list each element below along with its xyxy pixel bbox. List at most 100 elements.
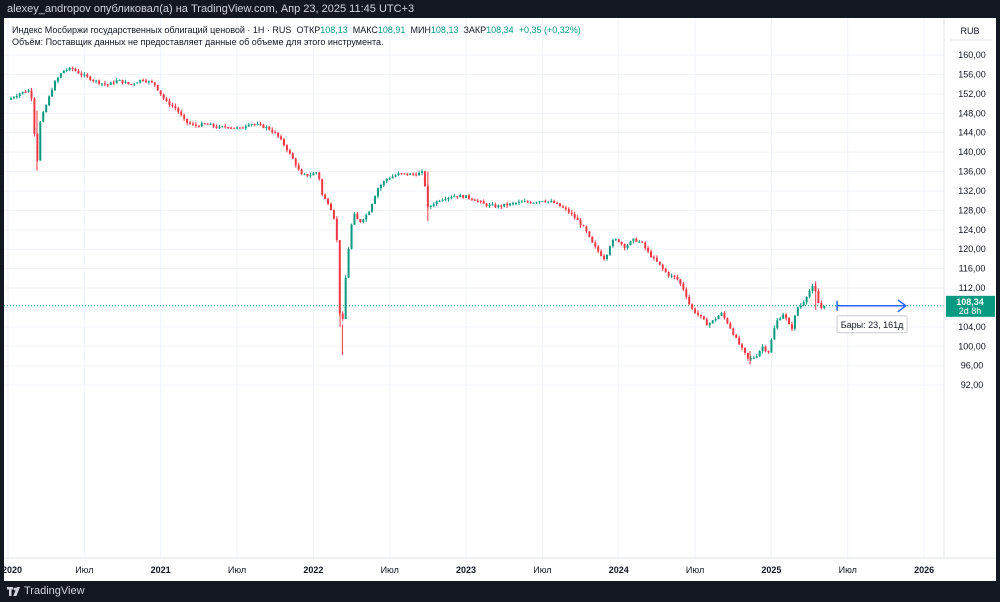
- candle: [559, 203, 562, 207]
- time-axis-bg: [4, 558, 996, 581]
- candle-body: [550, 201, 553, 203]
- candle: [506, 201, 509, 208]
- candle: [374, 195, 377, 205]
- candle: [600, 249, 603, 257]
- candle: [597, 245, 600, 254]
- candle-body: [321, 179, 324, 195]
- candle-body: [21, 91, 24, 94]
- candle: [153, 82, 156, 88]
- candle: [723, 311, 726, 320]
- candle: [470, 197, 473, 202]
- candle-body: [547, 201, 550, 203]
- candle: [209, 122, 212, 125]
- candle-body: [535, 202, 538, 204]
- candle-body: [162, 94, 165, 99]
- candle: [341, 311, 344, 321]
- candle-body: [388, 178, 391, 180]
- candle-body: [262, 124, 265, 128]
- tradingview-logo-icon: [7, 587, 20, 596]
- candle: [365, 213, 368, 222]
- candle-body: [197, 125, 200, 127]
- candle: [811, 283, 814, 294]
- projection-tool[interactable]: Бары: 23, 161д: [836, 299, 908, 334]
- candle: [332, 209, 335, 220]
- candle-body: [664, 268, 667, 273]
- candle-body: [779, 318, 782, 321]
- publisher-line: alexey_andropov опубликовал(а) на Tradin…: [0, 0, 1000, 18]
- candle-body: [617, 239, 620, 243]
- candle-body: [456, 196, 459, 198]
- candle-body: [39, 121, 42, 161]
- high-label: МАКС: [352, 25, 378, 35]
- candle: [309, 172, 312, 178]
- horizontal-grid: [4, 54, 944, 386]
- candle: [136, 82, 139, 84]
- candle: [573, 211, 576, 220]
- candle-body: [462, 195, 465, 198]
- candle-body: [300, 169, 303, 175]
- candle: [779, 316, 782, 321]
- candle: [233, 127, 236, 129]
- price-chart[interactable]: Бары: 23, 161д RUB 92,00 96,00 100,00 104,00…: [4, 18, 996, 581]
- candle-body: [394, 175, 397, 177]
- candle: [89, 75, 92, 82]
- candle: [12, 95, 15, 100]
- time-tick-label: Июл: [686, 565, 704, 575]
- candle-body: [86, 74, 89, 77]
- open-label: ОТКР: [296, 25, 321, 35]
- candle-body: [773, 328, 776, 340]
- candle-body: [412, 173, 415, 175]
- candle-body: [808, 291, 811, 297]
- candle: [95, 79, 98, 84]
- time-tick-label: 2023: [456, 565, 476, 575]
- candle: [112, 80, 115, 86]
- candle: [641, 241, 644, 244]
- candle-body: [591, 236, 594, 243]
- candle: [802, 300, 805, 307]
- candle: [250, 123, 253, 127]
- candle-body: [332, 210, 335, 219]
- candle-body: [685, 289, 688, 297]
- candle-body: [277, 132, 280, 137]
- candle-body: [741, 344, 744, 348]
- candle-body: [98, 80, 101, 84]
- chart-frame[interactable]: Бары: 23, 161д RUB 92,00 96,00 100,00 104,00…: [4, 18, 996, 581]
- candle: [277, 132, 280, 139]
- candle: [785, 313, 788, 321]
- price-axis[interactable]: RUB92,0096,00100,00104,00108,00112,00116…: [943, 18, 996, 558]
- candle: [509, 202, 512, 207]
- candle: [456, 196, 459, 200]
- candle-body: [59, 73, 62, 78]
- price-tick-label: 124,00: [958, 225, 986, 235]
- candle-body: [432, 204, 435, 206]
- candle: [215, 124, 218, 129]
- candle-body: [324, 194, 327, 199]
- candle: [632, 238, 635, 244]
- time-axis[interactable]: 2020 Июл 2021 Июл 2022 Июл 2023 Июл 2024 Июл 2025 И…: [4, 557, 996, 581]
- candle-body: [523, 201, 526, 203]
- candle: [159, 90, 162, 97]
- candle: [256, 121, 259, 126]
- candle: [576, 215, 579, 221]
- candle: [444, 196, 447, 202]
- candle-body: [597, 246, 600, 252]
- time-tick-label: Июл: [533, 565, 551, 575]
- candle-body: [236, 127, 239, 129]
- candle: [109, 81, 112, 85]
- candle: [244, 124, 247, 131]
- candle-body: [470, 198, 473, 200]
- candle: [447, 197, 450, 202]
- candle-body: [605, 254, 608, 259]
- candle-body: [520, 201, 523, 203]
- candle: [21, 91, 24, 95]
- price-tick-label: 160,00: [958, 50, 986, 60]
- candle: [782, 312, 785, 319]
- candle-body: [136, 82, 139, 84]
- candle: [259, 121, 262, 126]
- candle-body: [121, 79, 124, 84]
- candle: [535, 201, 538, 205]
- candle-body: [570, 212, 573, 215]
- candle-body: [444, 199, 447, 201]
- candle-body: [241, 127, 244, 129]
- candle: [497, 204, 500, 209]
